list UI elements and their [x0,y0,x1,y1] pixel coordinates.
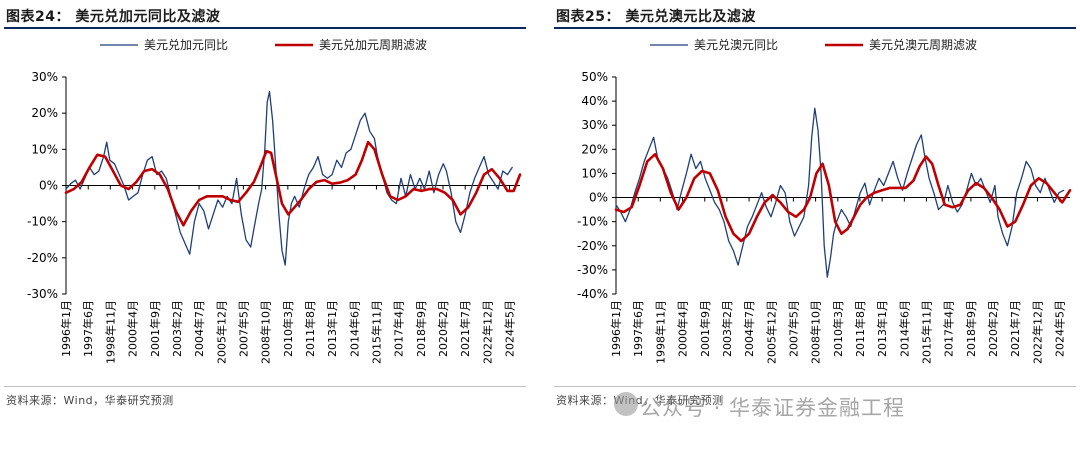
x-tick-label: 2017年4月 [392,300,406,357]
x-tick-label: 2018年9月 [964,300,978,357]
y-tick-label: 30% [31,70,58,84]
x-tick-label: 2007年5月 [786,300,800,357]
x-tick-label: 2014年6月 [897,300,911,357]
x-tick-label: 2015年11月 [919,300,933,364]
title-rule [4,27,526,29]
x-tick-label: 2015年11月 [369,300,383,364]
x-tick-label: 2024年5月 [1053,300,1067,357]
legend-label: 美元兑加元周期滤波 [319,38,427,52]
legend: 美元兑澳元同比 美元兑澳元周期滤波 [650,38,977,52]
y-tick-label: -20% [577,239,608,253]
x-tick-label: 2008年10月 [809,300,823,364]
x-tick-label: 2022年12月 [1030,300,1044,364]
x-tick-label: 2013年1月 [325,300,339,357]
x-tick-label: 2013年1月 [875,300,889,357]
x-tick-label: 2004年7月 [742,300,756,357]
x-tick-label: 2020年2月 [986,300,1000,357]
usdaud-line-chart: 美元兑澳元同比 美元兑澳元周期滤波 -40% -30% -20% -10% 0% 10% 20%… [577,38,1072,364]
x-tick-label: 1998年11月 [103,300,117,364]
series-line [615,107,1065,278]
x-tick-label: 2008年10月 [259,300,273,364]
wechat-icon [614,392,638,416]
y-tick-label: -20% [27,251,58,265]
x-tick-label: 2004年7月 [192,300,206,357]
y-tick-label: 10% [31,142,58,156]
x-tick-label: 2000年4月 [676,300,690,357]
usdcad-line-chart: 美元兑加元同比 美元兑加元周期滤波 -30% -20% -10% 0% 10% 20% 30% 1… [27,38,522,364]
y-tick-label: 0% [589,191,608,205]
x-tick-label: 2003年2月 [720,300,734,357]
x-tick-label: 2001年9月 [698,300,712,357]
y-tick-label: -30% [27,287,58,301]
legend-label: 美元兑加元同比 [144,38,228,52]
y-tick-label: -10% [27,215,58,229]
title-rule [554,27,1076,29]
y-tick-label: 50% [581,70,608,84]
watermark-text: 公众号 · 华泰证券金融工程 [640,396,906,420]
x-tick-label: 2007年5月 [236,300,250,357]
figure-title: 图表25： 美元兑澳元比及滤波 [556,9,756,25]
y-tick-label: 40% [581,94,608,108]
x-tick-label: 1996年1月 [59,300,73,357]
x-tick-label: 1997年6月 [81,300,95,357]
x-tick-label: 2000年4月 [126,300,140,357]
footer-rule [554,386,1076,387]
series-line [65,90,513,266]
x-tick-label: 1998年11月 [653,300,667,364]
x-tick-label: 2022年12月 [480,300,494,364]
x-tick-label: 2003年2月 [170,300,184,357]
y-tick-label: -10% [577,215,608,229]
y-tick-label: 20% [31,106,58,120]
x-tick-label: 2014年6月 [347,300,361,357]
x-tick-label: 2018年9月 [414,300,428,357]
x-tick-label: 2010年3月 [281,300,295,357]
x-tick-label: 2011年8月 [303,300,317,357]
x-tick-label: 2011年8月 [853,300,867,357]
source-note: 资料来源：Wind，华泰研究预测 [6,394,174,407]
x-tick-label: 2005年12月 [214,300,228,364]
y-tick-label: 0% [39,179,58,193]
series-line [614,152,1072,243]
legend: 美元兑加元同比 美元兑加元周期滤波 [100,38,427,52]
chart-panel-usdaud: 图表25： 美元兑澳元比及滤波 美元兑澳元同比 美元兑澳元周期滤波 -40% -30%… [550,0,1080,449]
figure-title: 图表24： 美元兑加元同比及滤波 [6,9,221,25]
x-tick-label: 2021年7月 [458,300,472,357]
x-tick-label: 2021年7月 [1008,300,1022,357]
source-note: 资料来源：Wind，华泰研究预测 [556,394,724,407]
legend-label: 美元兑澳元同比 [694,38,778,52]
y-tick-label: -30% [577,263,608,277]
x-tick-label: 2001年9月 [148,300,162,357]
x-tick-label: 1997年6月 [631,300,645,357]
series-line [64,140,522,227]
y-tick-label: 10% [581,166,608,180]
y-tick-label: -40% [577,287,608,301]
x-tick-label: 2024年5月 [503,300,517,357]
footer-rule [4,386,526,387]
y-tick-label: 30% [581,118,608,132]
x-tick-label: 2017年4月 [942,300,956,357]
x-tick-label: 2005年12月 [764,300,778,364]
y-tick-label: 20% [581,142,608,156]
x-tick-label: 1996年1月 [609,300,623,357]
x-tick-label: 2020年2月 [436,300,450,357]
chart-panel-usdcad: 图表24： 美元兑加元同比及滤波 美元兑加元同比 美元兑加元周期滤波 -30% -20… [0,0,530,449]
legend-label: 美元兑澳元周期滤波 [869,38,977,52]
x-tick-label: 2010年3月 [831,300,845,357]
